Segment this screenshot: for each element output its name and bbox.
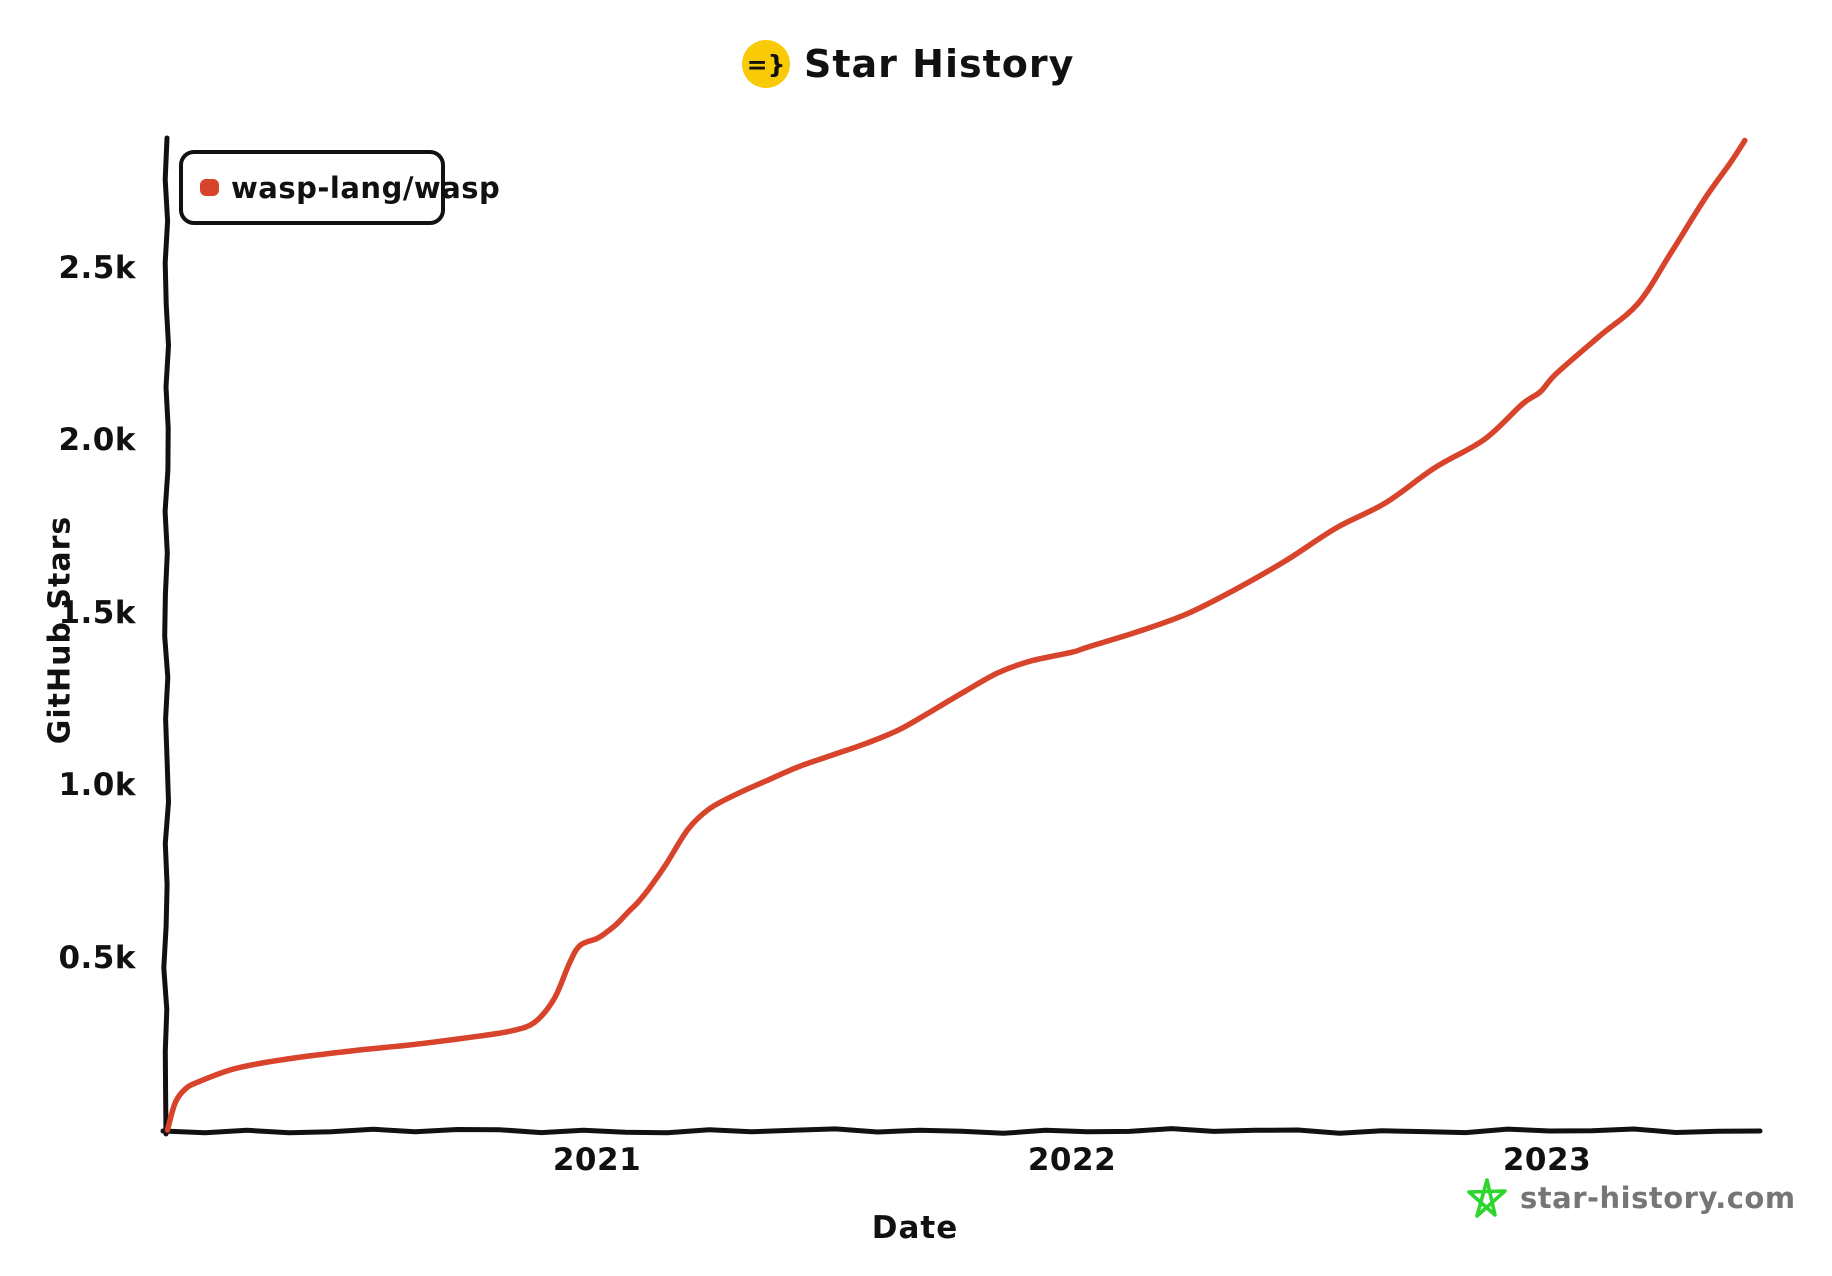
chart-title: Star History — [804, 42, 1075, 86]
x-axis-title: Date — [871, 1210, 959, 1246]
x-tick-label: 2021 — [552, 1142, 642, 1178]
star-doodle-icon — [1467, 1178, 1507, 1218]
legend: wasp-lang/wasp — [179, 150, 500, 225]
y-axis-line — [161, 135, 171, 1137]
brand-link[interactable]: star-history.com — [1520, 1181, 1796, 1215]
legend-item-label: wasp-lang/wasp — [231, 170, 501, 205]
y-tick-label: 2.5k — [58, 249, 136, 286]
x-tick-label: 2022 — [1027, 1142, 1117, 1178]
chart-header: =} Star History — [742, 40, 1074, 88]
x-axis-line — [160, 1126, 1763, 1136]
x-tick-label: 2023 — [1502, 1142, 1592, 1178]
y-tick-label: 0.5k — [58, 939, 136, 976]
star-history-logo-icon: =} — [742, 40, 790, 88]
legend-swatch-icon — [200, 179, 219, 196]
y-tick-label: 1.5k — [58, 594, 136, 631]
y-tick-label: 2.0k — [58, 422, 136, 458]
series-line-wasp-lang-wasp — [164, 137, 1748, 1133]
y-tick-label: 1.0k — [58, 767, 136, 803]
footer-brand[interactable]: star-history.com — [1466, 1176, 1796, 1220]
